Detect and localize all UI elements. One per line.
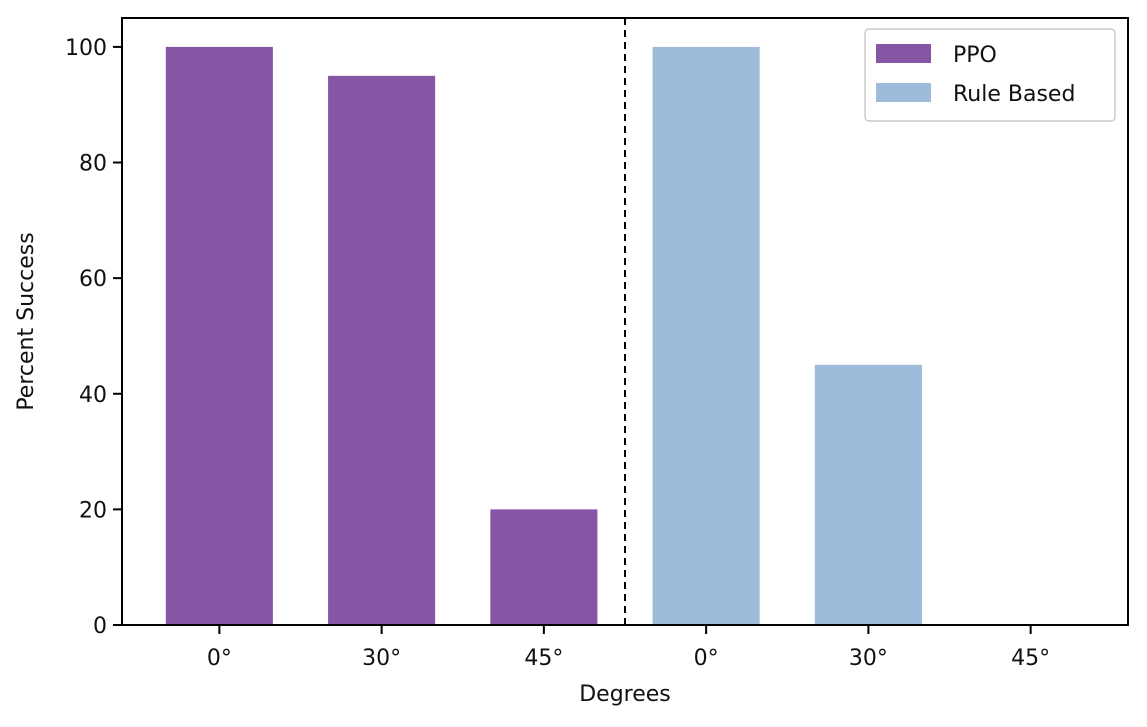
x-tick-label-rule-based-45deg: 45° xyxy=(1011,646,1050,671)
bar-ppo-30deg xyxy=(328,75,436,625)
bar-rule-based-0deg xyxy=(652,46,760,625)
y-tick-label-20: 20 xyxy=(79,498,107,523)
x-tick-label-rule-based-30deg: 30° xyxy=(849,646,888,671)
y-axis-label: Percent Success xyxy=(14,232,39,410)
x-tick-label-ppo-0deg: 0° xyxy=(207,646,232,671)
y-tick-label-0: 0 xyxy=(93,614,107,639)
y-axis-ticks: 0 20 40 60 80 100 xyxy=(65,36,122,639)
y-tick-label-80: 80 xyxy=(79,152,107,177)
y-tick-label-40: 40 xyxy=(79,383,107,408)
x-axis-ticks: 0° 30° 45° 0° 30° 45° xyxy=(207,625,1050,671)
bar-rule-based-30deg xyxy=(814,364,922,625)
bars xyxy=(165,46,922,625)
x-axis-label: Degrees xyxy=(579,682,671,707)
legend-swatch-ppo xyxy=(876,44,931,63)
y-tick-label-60: 60 xyxy=(79,267,107,292)
legend: PPO Rule Based xyxy=(864,28,1116,122)
plot-frame xyxy=(121,17,1129,626)
legend-label-rule-based: Rule Based xyxy=(953,82,1075,107)
x-tick-label-rule-based-0deg: 0° xyxy=(694,646,719,671)
bar-ppo-0deg xyxy=(165,46,273,625)
legend-label-ppo: PPO xyxy=(953,43,997,68)
y-tick-label-100: 100 xyxy=(65,36,107,61)
x-tick-label-ppo-30deg: 30° xyxy=(362,646,401,671)
bar-ppo-45deg xyxy=(490,509,598,625)
x-tick-label-ppo-45deg: 45° xyxy=(524,646,563,671)
legend-swatch-rule-based xyxy=(876,83,931,102)
